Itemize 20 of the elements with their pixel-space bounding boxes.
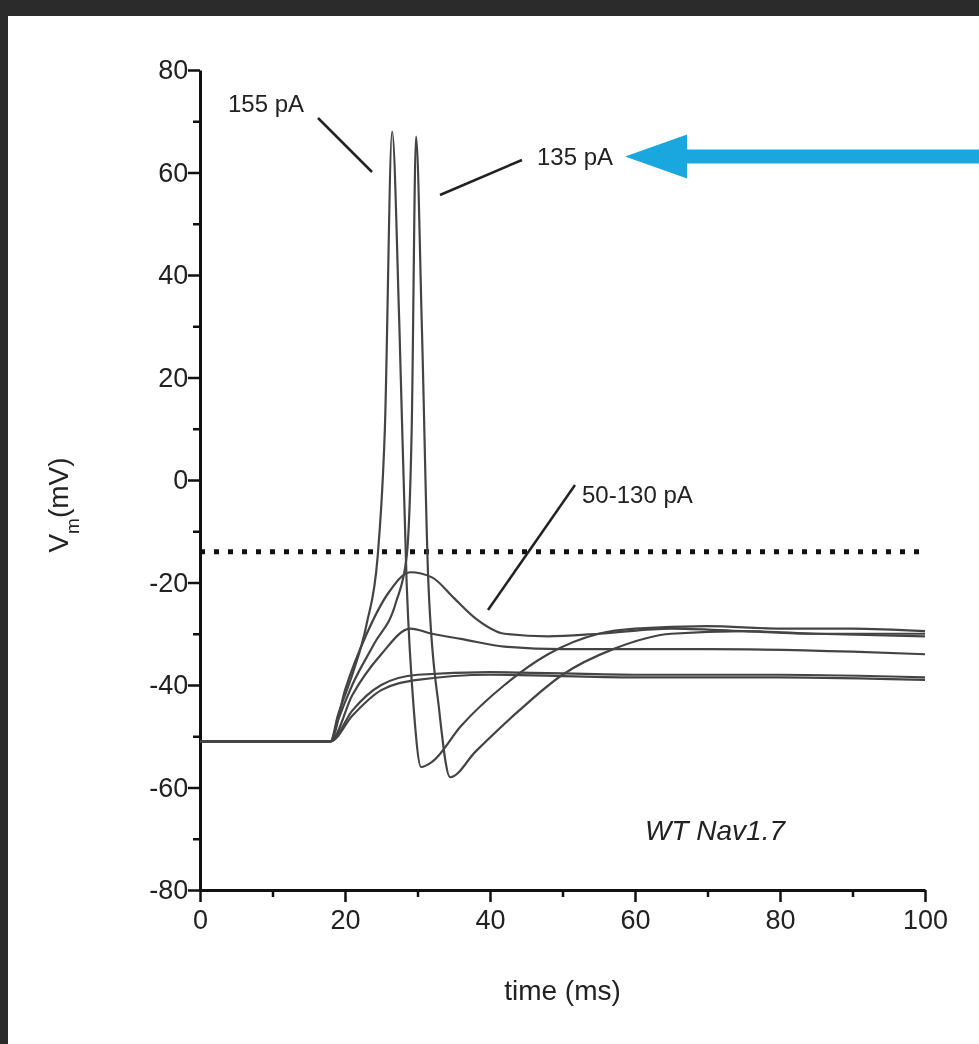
x-tick-label: 0 [192,904,209,935]
annotation: WT Nav1.7 [644,815,787,846]
x-tick-label: 100 [902,904,949,935]
x-tick-label: 80 [765,904,796,935]
y-tick-label: 20 [158,362,189,393]
y-tick-label: 0 [173,465,189,496]
y-tick-label: -80 [149,875,189,906]
y-tick-label: -20 [149,567,189,598]
y-tick-label: 80 [158,55,189,86]
annotation: 135 pA [537,143,614,170]
annotation: 155 pA [228,90,305,117]
x-axis-title: time (ms) [504,975,621,1006]
annotation: 50-130 pA [582,481,693,508]
y-tick-label: -60 [149,772,189,803]
x-tick-label: 60 [620,904,651,935]
y-tick-label: 40 [158,260,189,291]
x-tick-label: 20 [330,904,361,935]
y-tick-label: 60 [158,157,189,188]
x-tick-label: 40 [475,904,506,935]
y-tick-label: -40 [149,670,189,701]
